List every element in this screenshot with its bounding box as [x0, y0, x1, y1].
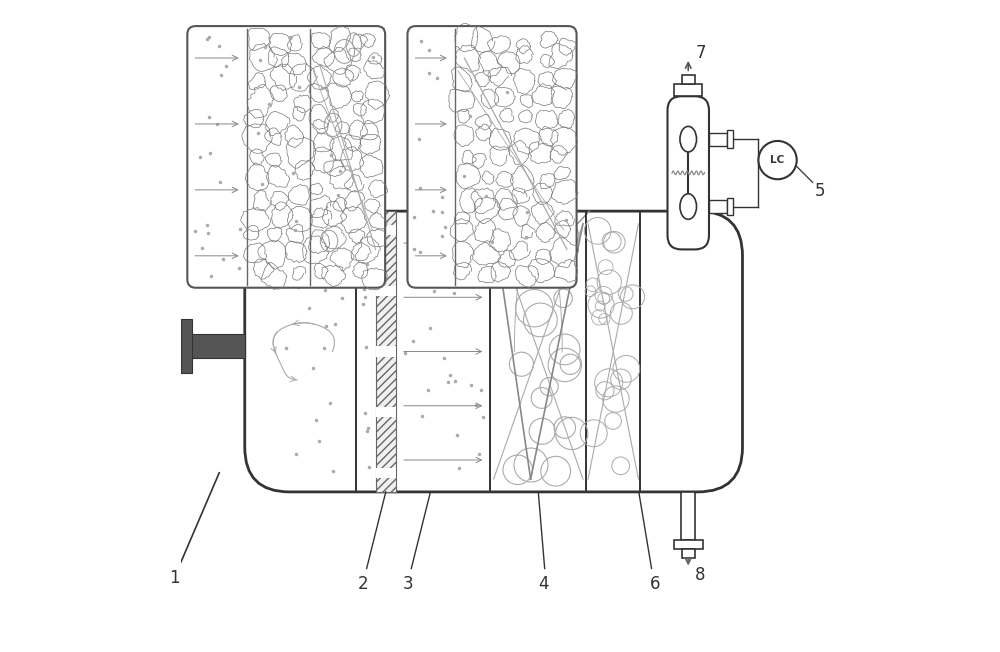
- Bar: [376, 286, 396, 296]
- Bar: [181, 319, 192, 373]
- Text: 4: 4: [538, 576, 549, 593]
- Bar: [376, 407, 396, 417]
- Text: 1: 1: [169, 569, 180, 587]
- Text: 3: 3: [403, 576, 413, 593]
- Circle shape: [758, 141, 797, 179]
- Bar: [192, 334, 245, 358]
- Text: 5: 5: [815, 182, 825, 200]
- Bar: [681, 492, 695, 540]
- Bar: [727, 130, 733, 148]
- FancyBboxPatch shape: [187, 26, 385, 288]
- Bar: [376, 346, 396, 357]
- Bar: [727, 198, 733, 215]
- Bar: [376, 211, 396, 492]
- Bar: [376, 467, 396, 478]
- Text: 8: 8: [695, 566, 705, 584]
- Text: 2: 2: [358, 576, 369, 593]
- Ellipse shape: [680, 126, 697, 152]
- Bar: [376, 225, 396, 235]
- Bar: [674, 540, 703, 550]
- Bar: [709, 133, 727, 145]
- Text: 7: 7: [696, 44, 706, 62]
- Ellipse shape: [680, 194, 697, 219]
- Text: 6: 6: [649, 576, 660, 593]
- Bar: [674, 83, 702, 96]
- FancyBboxPatch shape: [245, 211, 742, 492]
- Text: LC: LC: [770, 155, 785, 165]
- Bar: [682, 550, 695, 557]
- FancyBboxPatch shape: [668, 96, 709, 250]
- FancyBboxPatch shape: [407, 26, 577, 288]
- Bar: [709, 200, 727, 213]
- Bar: [682, 74, 695, 83]
